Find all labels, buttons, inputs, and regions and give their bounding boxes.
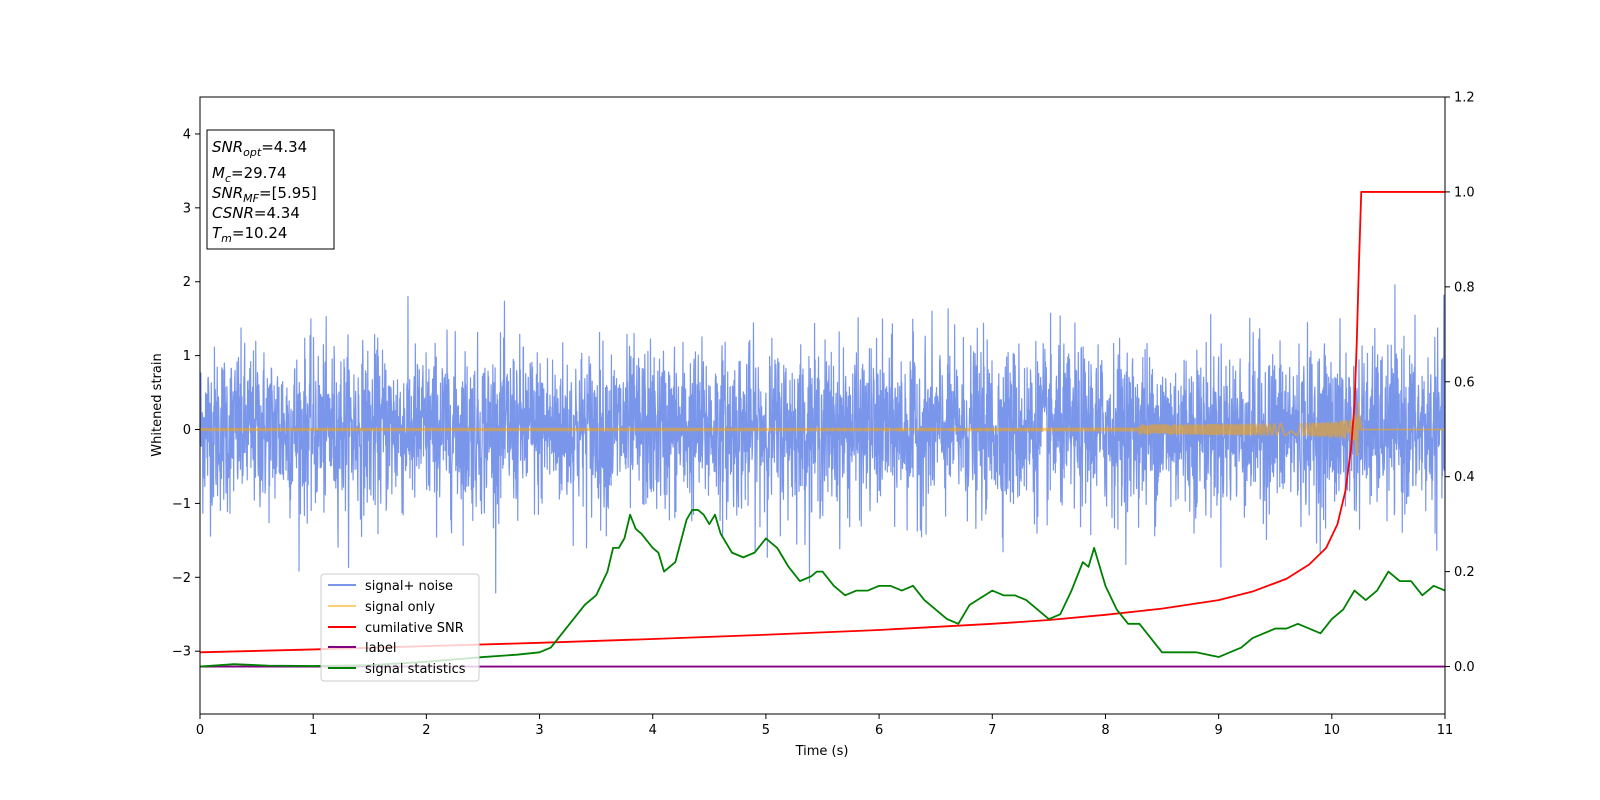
y-right-tick-label: 0.4	[1454, 470, 1475, 485]
y-right-tick-label: 1.2	[1454, 91, 1475, 106]
legend-item-label: label	[328, 641, 396, 656]
x-tick-label: 6	[875, 723, 883, 738]
y-right-tick-label: 0.8	[1454, 280, 1475, 295]
y-right-tick-label: 0.2	[1454, 565, 1475, 580]
axes-layer: 0 1 2 3 4 5 6 7 8 9 10 11 −3 −2 −1 0 1 2 3 4 0.0 0.2 0.4 0.6 0.8…	[172, 91, 1475, 739]
y-left-tick-label: 4	[183, 127, 191, 142]
y-right-tick-label: 1.0	[1454, 185, 1475, 200]
signal-statistics-line	[199, 509, 1446, 668]
x-tick-label: 7	[988, 723, 996, 738]
x-tick-label: 10	[1324, 723, 1341, 738]
x-tick-label: 1	[309, 723, 317, 738]
legend-frame	[320, 573, 480, 682]
y-left-tick-label: 2	[183, 275, 191, 290]
legend: signal+ noise signal only cumilative SNR…	[320, 573, 480, 682]
x-tick-label: 11	[1437, 723, 1454, 738]
y-left-tick-label: −2	[172, 571, 191, 586]
info-csnr: CSNR=4.34	[212, 204, 300, 222]
info-snr-mf: SNRMF=[5.95]	[212, 184, 317, 205]
y-left-tick-label: 1	[183, 349, 191, 364]
x-tick-label: 5	[762, 723, 770, 738]
y-left-tick-label: −3	[172, 645, 191, 660]
x-axis-label: Time (s)	[795, 744, 849, 759]
y-left-tick-label: −1	[172, 497, 191, 512]
info-mc: Mc=29.74	[212, 164, 287, 185]
legend-item-cumulative-snr: cumilative SNR	[328, 621, 464, 636]
x-tick-label: 0	[196, 723, 204, 738]
signal-only-line	[199, 401, 1446, 457]
legend-item-signal-only: signal only	[328, 600, 435, 615]
y-axis-label: Whitened strain	[150, 353, 165, 456]
plot-frame	[199, 96, 1446, 715]
x-tick-label: 8	[1101, 723, 1109, 738]
legend-label-signal-statistics: signal statistics	[365, 662, 466, 677]
legend-label-signal-noise: signal+ noise	[365, 579, 453, 594]
info-box-frame	[206, 129, 335, 250]
legend-label-label: label	[365, 641, 396, 656]
info-snr-opt: SNRopt=4.34	[212, 138, 307, 159]
legend-item-signal-statistics: signal statistics	[328, 662, 466, 677]
info-box: SNRopt=4.34 Mc=29.74 SNRMF=[5.95] CSNR=4…	[206, 129, 335, 250]
y-right-tick-label: 0.0	[1454, 660, 1475, 675]
x-tick-label: 3	[535, 723, 543, 738]
y-left-tick-label: 0	[183, 423, 191, 438]
legend-label-signal-only: signal only	[365, 600, 435, 615]
legend-label-cumulative-snr: cumilative SNR	[365, 621, 464, 636]
legend-item-signal-noise: signal+ noise	[328, 579, 453, 594]
cumilative-snr-line	[199, 191, 1445, 654]
info-tm: Tm=10.24	[212, 224, 287, 245]
x-tick-label: 4	[649, 723, 657, 738]
x-tick-label: 9	[1214, 723, 1222, 738]
y-right-tick-label: 0.6	[1454, 375, 1475, 390]
x-tick-label: 2	[422, 723, 430, 738]
y-left-tick-label: 3	[183, 201, 191, 216]
